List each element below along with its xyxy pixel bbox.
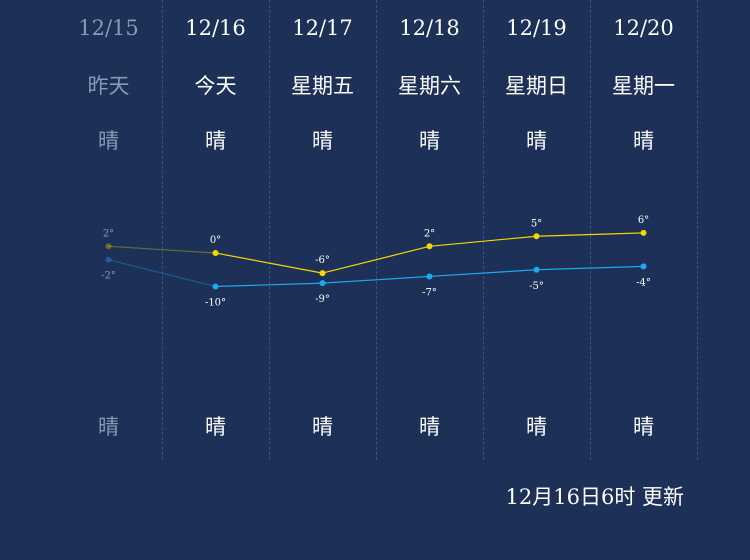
low-temp-line: [536, 265, 644, 271]
high-temp-point: [319, 270, 326, 277]
high-temp-line: [322, 245, 430, 274]
column-divider: [162, 0, 163, 460]
high-temp-line: [536, 232, 644, 237]
high-temp-point: [426, 243, 433, 250]
column-divider: [697, 0, 698, 460]
high-temp-label: 2°: [103, 228, 114, 239]
night-weather: 晴: [312, 415, 333, 439]
day-of-week: 昨天: [87, 74, 130, 98]
high-temp-label: 2°: [424, 228, 435, 239]
day-weather: 晴: [205, 129, 226, 153]
day-column: 12/17 星期五晴晴: [269, 0, 376, 560]
night-weather: 晴: [98, 415, 119, 439]
day-date: 12/19: [506, 16, 567, 40]
high-temp-line: [429, 235, 537, 247]
low-temp-line: [429, 269, 537, 278]
low-temp-point: [105, 256, 112, 263]
day-date: 12/17: [292, 16, 353, 40]
day-weather: 晴: [526, 129, 547, 153]
low-temp-label: -10°: [205, 298, 226, 309]
low-temp-point: [533, 266, 540, 273]
high-temp-label: -6°: [315, 255, 330, 266]
day-weather: 晴: [98, 129, 119, 153]
day-of-week: 今天: [194, 74, 237, 98]
high-temp-point: [533, 233, 540, 240]
high-temp-point: [212, 250, 219, 256]
column-divider: [376, 0, 377, 460]
low-temp-label: -9°: [315, 294, 330, 305]
low-temp-label: -2°: [101, 271, 116, 282]
low-temp-label: -4°: [636, 277, 651, 288]
day-date: 12/16: [185, 16, 246, 40]
night-weather: 晴: [633, 415, 654, 439]
update-time: 12月16日6时 更新: [505, 485, 684, 509]
day-column: 12/16 今天晴晴: [162, 0, 269, 560]
high-temp-point: [640, 229, 647, 236]
column-divider: [483, 0, 484, 460]
day-column: 12/18 星期六晴晴: [376, 0, 483, 560]
low-temp-point: [640, 263, 647, 270]
day-date: 12/18: [399, 16, 460, 40]
low-temp-label: -7°: [422, 287, 437, 298]
day-date: 12/20: [613, 16, 674, 40]
low-temp-line: [215, 282, 323, 288]
day-column: 12/20 星期一晴晴: [590, 0, 697, 560]
high-temp-label: 5°: [531, 218, 542, 229]
low-temp-point: [319, 280, 326, 287]
day-date: 12/15: [78, 16, 139, 40]
day-of-week: 星期一: [612, 74, 675, 98]
low-temp-label: -5°: [529, 281, 544, 292]
night-weather: 晴: [205, 415, 226, 439]
column-divider: [269, 0, 270, 460]
day-weather: 晴: [419, 129, 440, 153]
day-of-week: 星期六: [398, 74, 461, 98]
day-column: 12/15 昨天晴晴: [55, 0, 162, 560]
night-weather: 晴: [419, 415, 440, 439]
low-temp-line: [108, 259, 216, 288]
high-temp-line: [108, 245, 216, 254]
high-temp-line: [215, 252, 323, 274]
day-column: 12/19 星期日晴晴: [483, 0, 590, 560]
day-of-week: 星期五: [291, 74, 354, 98]
high-temp-label: 0°: [210, 235, 221, 246]
day-weather: 晴: [312, 129, 333, 153]
low-temp-point: [212, 283, 219, 290]
column-divider: [590, 0, 591, 460]
high-temp-point: [105, 243, 112, 250]
day-of-week: 星期日: [505, 74, 568, 98]
night-weather: 晴: [526, 415, 547, 439]
high-temp-label: 6°: [638, 215, 649, 226]
low-temp-line: [322, 275, 430, 284]
low-temp-point: [426, 273, 433, 280]
day-weather: 晴: [633, 129, 654, 153]
